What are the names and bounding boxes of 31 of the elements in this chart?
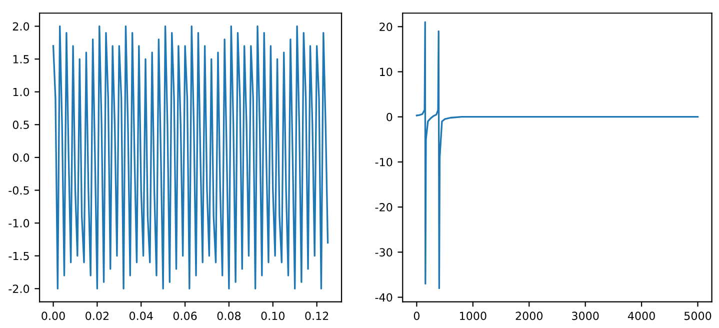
y-tick-label: 20 — [380, 22, 392, 32]
x-tick-label: 5000 — [684, 312, 712, 320]
y-tick-label: 0.0 — [12, 153, 30, 162]
x-tick-label: 0.06 — [173, 312, 197, 320]
y-tick-label: 2.0 — [12, 22, 30, 31]
y-tick-label: -0.5 — [8, 186, 29, 195]
x-tick-label: 0.10 — [261, 312, 285, 320]
y-tick-label: -1.0 — [8, 219, 30, 228]
x-tick-label: 4000 — [628, 312, 655, 320]
y-tick-label: 0.5 — [12, 120, 29, 130]
y-tick-label: -2.0 — [8, 284, 30, 294]
x-tick-label: 0.12 — [305, 312, 328, 320]
y-tick-label: -20 — [375, 203, 392, 212]
x-tick-label: 0 — [414, 312, 420, 320]
x-tick-label: 0.08 — [217, 312, 241, 320]
y-tick-label: 10 — [380, 68, 392, 76]
line-series — [416, 21, 699, 290]
x-tick-label: 0.00 — [42, 312, 65, 320]
y-tick-label: -40 — [375, 293, 392, 302]
y-tick-label: -30 — [375, 248, 392, 257]
y-tick-label: -10 — [375, 158, 392, 166]
x-tick-label: 1000 — [460, 312, 486, 320]
x-tick-label: 0.04 — [129, 312, 153, 320]
x-tick-label: 3000 — [572, 312, 599, 320]
x-tick-label: 2000 — [516, 312, 543, 320]
y-tick-label: 1.0 — [13, 88, 30, 96]
y-tick-label: 0 — [386, 112, 392, 122]
y-tick-label: -1.5 — [8, 252, 29, 260]
y-tick-label: 1.5 — [13, 55, 29, 64]
line-series — [52, 25, 329, 290]
x-tick-label: 0.02 — [86, 312, 108, 320]
